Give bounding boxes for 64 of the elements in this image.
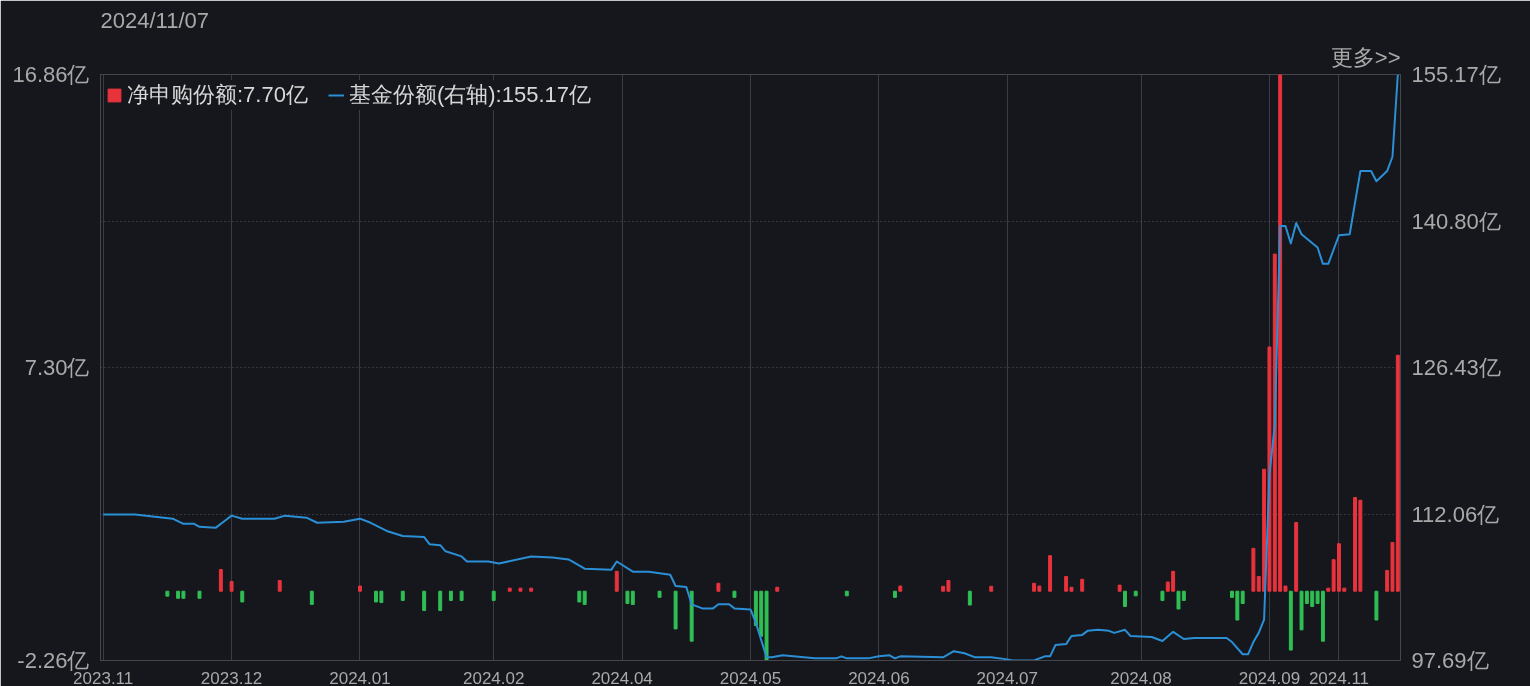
bar — [1117, 584, 1122, 592]
bar — [1326, 587, 1331, 592]
x-tick-label: 2024.02 — [462, 668, 525, 686]
bar — [491, 590, 496, 601]
bar — [229, 580, 234, 592]
bar — [1048, 555, 1053, 592]
bar — [448, 590, 453, 601]
bar — [218, 568, 223, 592]
legend-label: 净申购份额:7.70亿 — [127, 81, 308, 109]
x-tick-label: 2024.05 — [719, 668, 782, 686]
bar — [197, 590, 202, 599]
x-tick-label: 2024.11 — [1308, 668, 1370, 686]
bar — [165, 590, 170, 597]
bar — [400, 590, 405, 601]
x-tick-label: 2024.04 — [591, 668, 653, 686]
bar — [357, 585, 362, 592]
bar — [1374, 590, 1379, 621]
bar — [1160, 590, 1165, 601]
line-series — [102, 74, 1399, 661]
bar — [577, 590, 582, 603]
bar — [732, 590, 737, 598]
bar — [989, 585, 994, 592]
bar — [657, 590, 662, 598]
text: 更多>> — [1330, 44, 1401, 70]
bar — [898, 585, 903, 592]
x-tick-label: 2024.06 — [848, 668, 910, 686]
y2-tick-label: 155.17亿 — [1411, 62, 1501, 87]
legend-label: 基金份额(右轴):155.17亿 — [348, 81, 591, 109]
bar — [277, 580, 282, 592]
bar — [967, 590, 972, 606]
bar — [459, 590, 464, 601]
y2-tick-label: 97.69亿 — [1411, 648, 1489, 673]
bar — [422, 590, 427, 612]
x-tick-label: 2023.12 — [200, 668, 263, 686]
y2-tick-label: 112.06亿 — [1411, 501, 1500, 527]
bar — [689, 590, 694, 642]
bar — [1123, 590, 1127, 608]
bar — [844, 590, 849, 597]
bar — [1080, 578, 1085, 592]
bar — [582, 590, 587, 605]
bar — [1240, 590, 1245, 604]
y-tick-label: 16.86亿 — [12, 62, 90, 87]
x-tick-label: 2024.07 — [976, 668, 1039, 686]
bar — [1294, 522, 1299, 592]
bar — [309, 590, 314, 605]
y2-tick-label: 126.43亿 — [1411, 355, 1501, 380]
x-tick-label: 2024.08 — [1110, 668, 1172, 686]
bar — [716, 582, 721, 592]
bar — [614, 570, 619, 592]
y2-tick-label: 140.80亿 — [1411, 208, 1501, 234]
bar — [240, 590, 245, 603]
bar — [1133, 590, 1138, 597]
chart-title: 2024/11/07 — [100, 7, 209, 33]
bar — [892, 590, 897, 598]
bar — [1288, 590, 1293, 651]
bar — [529, 587, 534, 592]
bar — [518, 587, 523, 592]
bar — [775, 586, 780, 592]
y-tick-label: 7.30亿 — [24, 355, 90, 380]
x-tick-label: 2024.01 — [329, 668, 391, 686]
bar — [673, 590, 678, 630]
bar — [438, 590, 443, 612]
bar — [507, 587, 512, 592]
x-tick-label: 2024.09 — [1238, 668, 1301, 686]
